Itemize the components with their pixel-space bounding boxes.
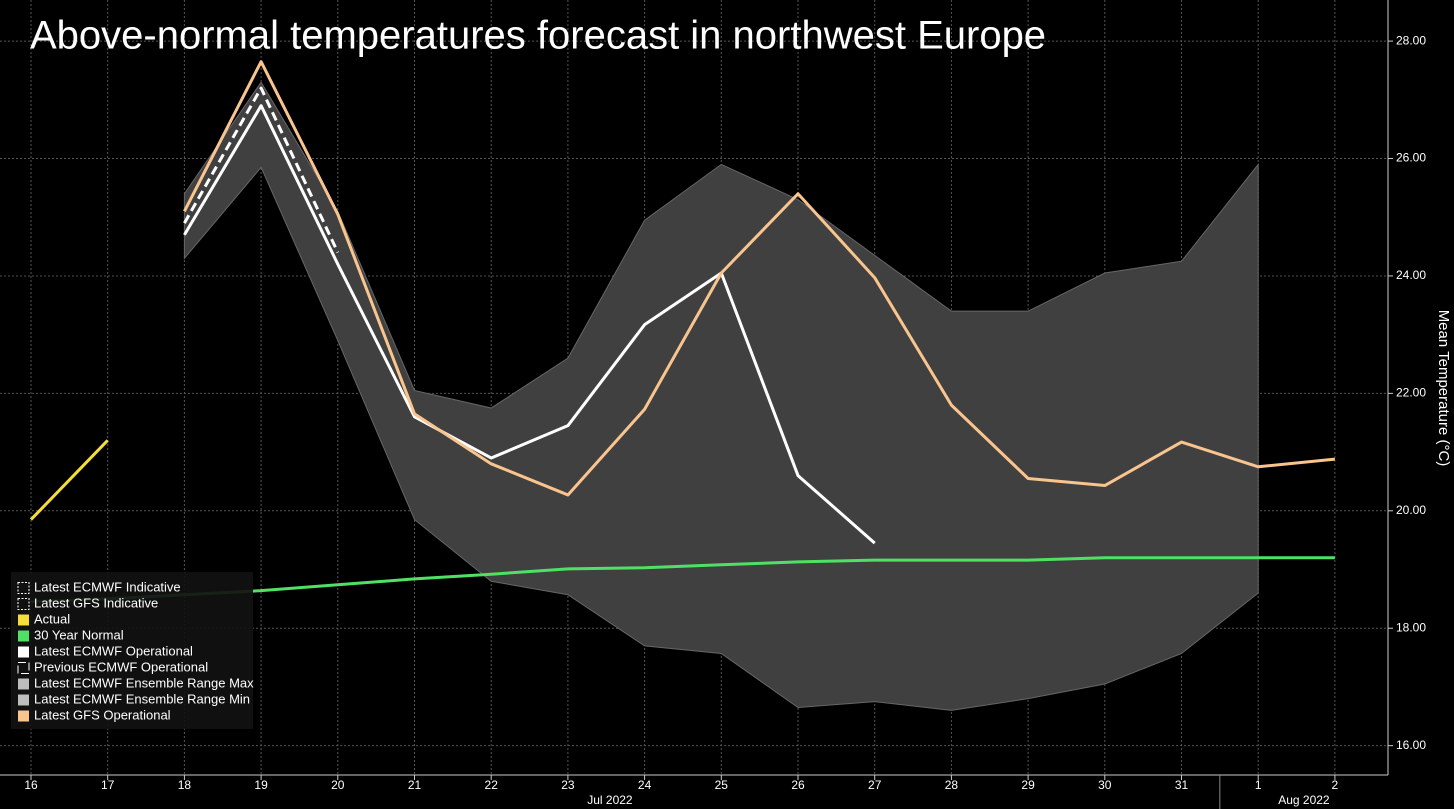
legend-box xyxy=(11,572,253,729)
legend-swatch xyxy=(18,646,29,658)
x-tick-label: 27 xyxy=(868,778,882,792)
legend-label: Latest ECMWF Ensemble Range Min xyxy=(34,691,250,706)
x-tick-label: 22 xyxy=(485,778,499,792)
x-tick-label: 21 xyxy=(408,778,422,792)
x-tick-label: 29 xyxy=(1021,778,1035,792)
legend-swatch xyxy=(18,694,29,706)
x-tick-label: 17 xyxy=(101,778,115,792)
legend-label: Actual xyxy=(34,611,70,626)
legend-label: Previous ECMWF Operational xyxy=(34,659,208,674)
series-line xyxy=(183,104,876,545)
legend-swatch xyxy=(18,710,29,722)
ensemble-range xyxy=(183,81,1259,711)
x-tick-label: 28 xyxy=(945,778,959,792)
y-axis-label: Mean Temperature (°C) xyxy=(1435,310,1452,467)
y-tick-label: 18.00 xyxy=(1396,620,1426,634)
x-tick-label: 31 xyxy=(1175,778,1189,792)
y-tick-label: 16.00 xyxy=(1396,738,1426,752)
x-tick-label: 20 xyxy=(331,778,345,792)
x-group-label: Aug 2022 xyxy=(1278,793,1330,807)
legend-label: 30 Year Normal xyxy=(34,627,124,642)
x-group-label: Jul 2022 xyxy=(587,793,633,807)
legend-swatch xyxy=(18,678,29,690)
x-tick-label: 1 xyxy=(1255,778,1262,792)
series-line xyxy=(183,86,340,254)
y-tick-label: 28.00 xyxy=(1396,33,1426,47)
x-tick-label: 2 xyxy=(1332,778,1339,792)
x-tick-label: 24 xyxy=(638,778,652,792)
series-line xyxy=(29,439,109,521)
legend-label: Latest ECMWF Ensemble Range Max xyxy=(34,675,254,690)
x-tick-label: 25 xyxy=(715,778,729,792)
legend-swatch xyxy=(17,662,30,674)
y-tick-label: 20.00 xyxy=(1396,503,1426,517)
y-tick-label: 26.00 xyxy=(1396,151,1426,165)
plot xyxy=(29,60,1336,711)
y-tick-label: 22.00 xyxy=(1396,386,1426,400)
chart-title: Above-normal temperatures forecast in no… xyxy=(30,14,1046,58)
y-tick-label: 24.00 xyxy=(1396,268,1426,282)
x-tick-label: 16 xyxy=(24,778,38,792)
legend-label: Latest ECMWF Indicative xyxy=(34,579,181,594)
x-tick-label: 26 xyxy=(791,778,805,792)
x-tick-label: 30 xyxy=(1098,778,1112,792)
legend-label: Latest GFS Indicative xyxy=(34,595,158,610)
legend-swatch xyxy=(17,598,30,610)
legend-swatch xyxy=(17,582,30,594)
x-tick-label: 23 xyxy=(561,778,575,792)
legend-swatch xyxy=(18,614,29,626)
x-tick-label: 19 xyxy=(254,778,268,792)
series-line xyxy=(183,60,1336,497)
legend-label: Latest ECMWF Operational xyxy=(34,643,193,658)
legend-label: Latest GFS Operational xyxy=(34,707,171,722)
legend-swatch xyxy=(18,630,29,642)
x-tick-label: 18 xyxy=(178,778,192,792)
